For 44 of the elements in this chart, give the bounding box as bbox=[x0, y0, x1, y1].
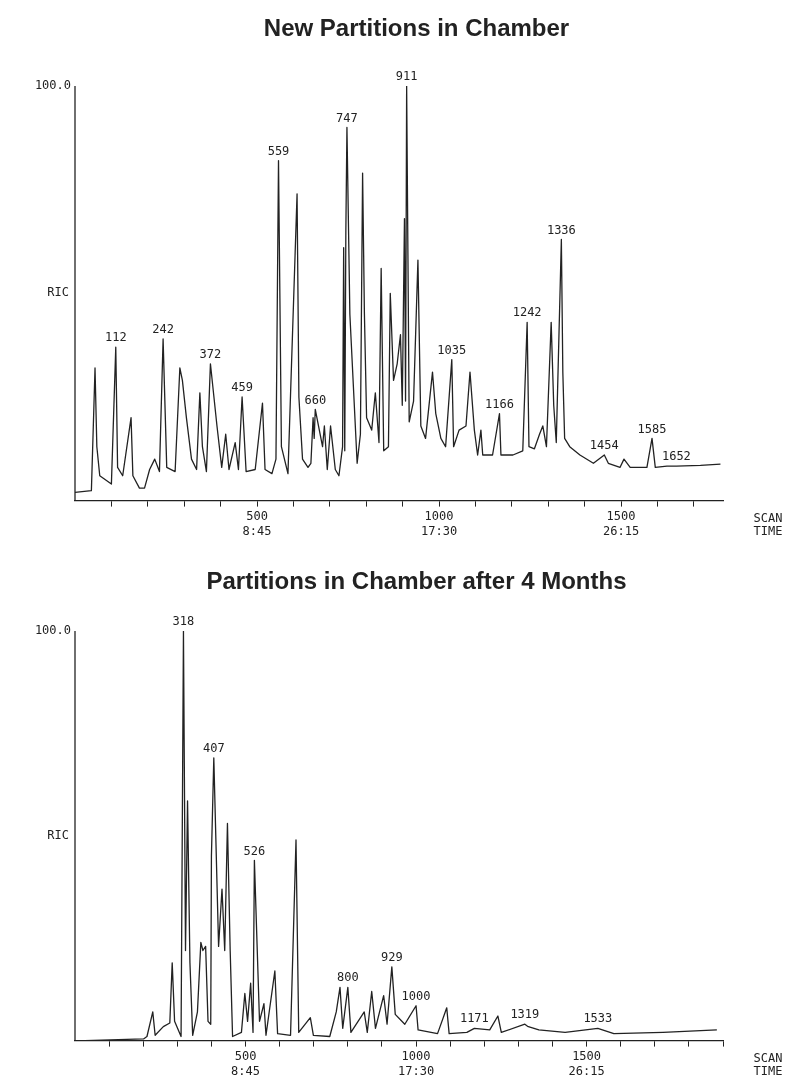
annotation: 1035 bbox=[437, 342, 467, 357]
text: 26:15 bbox=[568, 1063, 605, 1078]
annotation: 660 bbox=[304, 392, 327, 407]
x-tick-label: 1000 bbox=[424, 508, 454, 523]
x-tick-label: 500 bbox=[246, 508, 268, 523]
text: 8:45 bbox=[231, 1063, 260, 1078]
text: 100.0 bbox=[34, 623, 71, 638]
text: 17:30 bbox=[420, 523, 458, 538]
annotation: 459 bbox=[231, 380, 253, 395]
annotation: 1454 bbox=[589, 438, 619, 453]
x-tick-label: 1000 bbox=[401, 1048, 431, 1063]
annotation: 559 bbox=[267, 143, 290, 158]
annotation: 800 bbox=[337, 970, 359, 985]
annotation: 1533 bbox=[583, 1011, 613, 1026]
annotation: 1000 bbox=[401, 988, 431, 1003]
x-tick-label: 500 bbox=[234, 1048, 257, 1063]
chart-title: New Partitions in Chamber bbox=[262, 13, 571, 43]
text: 100.0 bbox=[34, 78, 71, 93]
annotation: 1242 bbox=[512, 305, 542, 320]
annotation: 1166 bbox=[485, 396, 514, 411]
annotation: 1336 bbox=[546, 222, 576, 237]
annotation: 372 bbox=[199, 346, 222, 361]
annotation: 1171 bbox=[459, 1011, 489, 1026]
annotation: 526 bbox=[243, 843, 266, 858]
y-axis-title: RIC bbox=[47, 827, 69, 842]
annotation: 747 bbox=[336, 110, 358, 125]
annotation: 407 bbox=[202, 741, 225, 756]
y-axis-title: RIC bbox=[47, 285, 69, 300]
annotation: 112 bbox=[104, 330, 127, 345]
annotation: 318 bbox=[172, 614, 195, 629]
annotation: 1319 bbox=[510, 1007, 540, 1022]
annotation: 911 bbox=[395, 69, 418, 84]
annotation: 929 bbox=[380, 950, 403, 964]
x-tick-label: 1500 bbox=[572, 1048, 602, 1063]
x-axis-title: SCAN TIME bbox=[753, 1050, 783, 1078]
x-axis-title: SCAN TIME bbox=[753, 510, 783, 538]
annotation: 1652 bbox=[661, 449, 691, 464]
text: 8:45 bbox=[242, 523, 272, 538]
chart-title: Partitions in Chamber after 4 Months bbox=[205, 566, 628, 596]
text: 26:15 bbox=[603, 523, 640, 538]
x-tick-label: 1500 bbox=[606, 508, 636, 523]
annotation: 1585 bbox=[637, 421, 667, 436]
annotation: 242 bbox=[152, 322, 174, 337]
text: 17:30 bbox=[397, 1063, 435, 1078]
